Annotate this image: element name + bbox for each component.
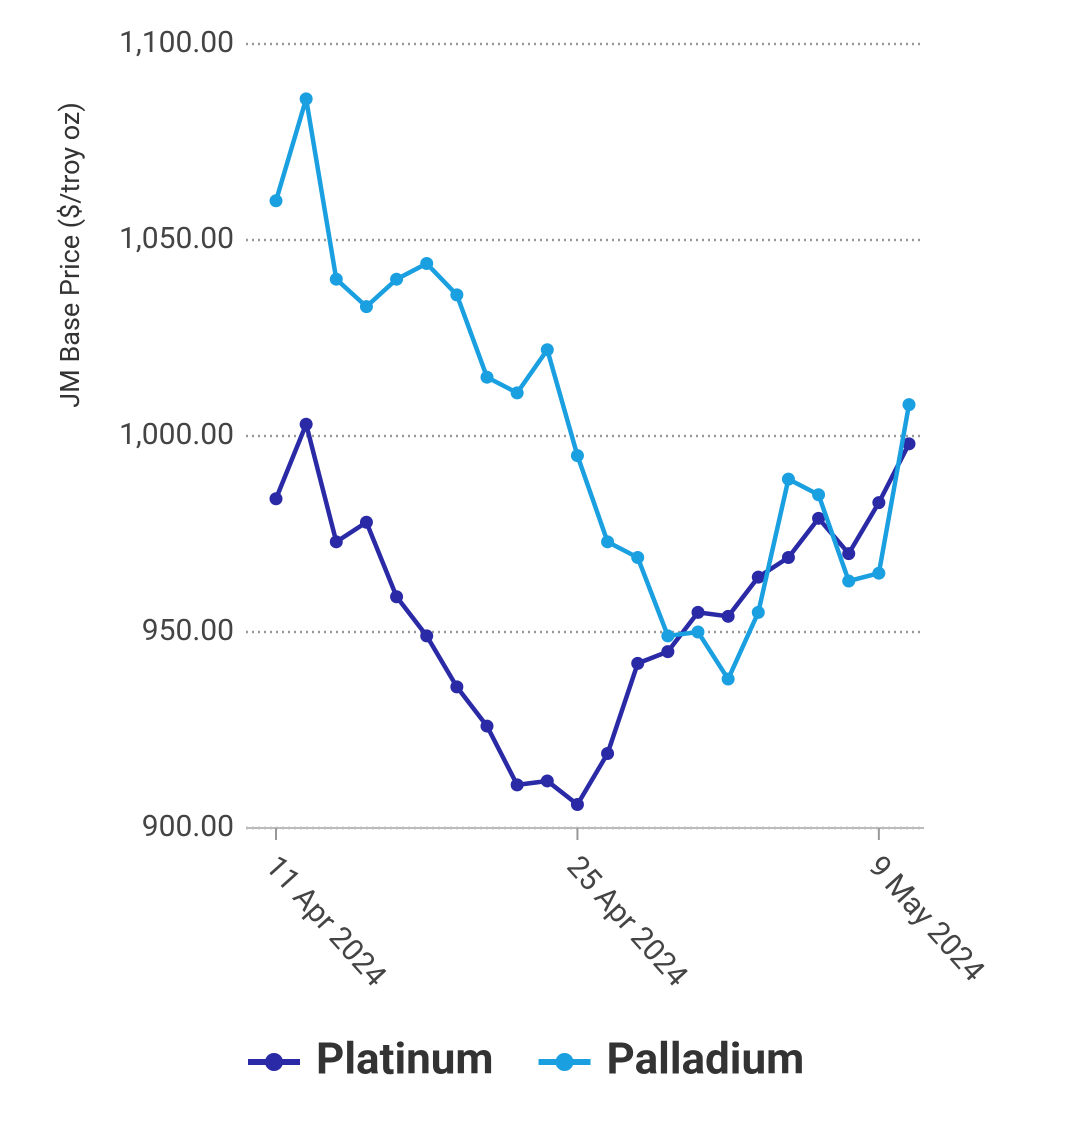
data-point <box>359 300 373 314</box>
data-point <box>781 472 795 486</box>
data-point <box>842 574 856 588</box>
data-point <box>510 386 524 400</box>
data-point <box>510 778 524 792</box>
data-point <box>631 551 645 565</box>
data-point <box>299 92 313 106</box>
data-point <box>721 609 735 623</box>
y-tick-label: 900.00 <box>142 809 234 844</box>
y-axis-title: JM Base Price ($/troy oz) <box>54 102 86 407</box>
data-point <box>691 625 705 639</box>
data-point <box>480 370 494 384</box>
data-point <box>390 272 404 286</box>
data-point <box>329 535 343 549</box>
data-point <box>299 417 313 431</box>
legend-label: Platinum <box>316 1033 494 1085</box>
series-line <box>273 96 912 682</box>
data-point <box>872 496 886 510</box>
data-point <box>570 797 584 811</box>
data-point <box>450 288 464 302</box>
data-point <box>872 566 886 580</box>
data-point <box>751 570 765 584</box>
data-point <box>842 547 856 561</box>
data-point <box>721 672 735 686</box>
y-tick-label: 1,100.00 <box>119 25 234 60</box>
legend-item: Platinum <box>248 1033 494 1085</box>
y-tick-label: 1,000.00 <box>119 417 234 452</box>
y-tick-label: 950.00 <box>142 613 234 648</box>
data-point <box>812 511 826 525</box>
x-tick-label: 25 Apr 2024 <box>560 849 695 993</box>
data-point <box>450 680 464 694</box>
data-point <box>902 398 916 412</box>
data-point <box>570 449 584 463</box>
data-point <box>540 343 554 357</box>
data-point <box>601 747 615 761</box>
x-tick-label: 11 Apr 2024 <box>258 849 393 993</box>
legend-swatch-dot <box>555 1053 574 1071</box>
data-point <box>329 272 343 286</box>
legend-item: Palladium <box>538 1033 805 1085</box>
series-line <box>273 421 912 807</box>
legend-label: Palladium <box>607 1033 805 1085</box>
data-point <box>540 774 554 788</box>
data-point <box>661 645 675 659</box>
data-point <box>812 488 826 502</box>
data-point <box>902 437 916 451</box>
data-point <box>269 194 283 208</box>
y-tick-label: 1,050.00 <box>119 221 234 256</box>
data-point <box>480 719 494 733</box>
data-point <box>420 629 434 643</box>
data-point <box>359 515 373 529</box>
data-point <box>390 590 404 604</box>
data-point <box>781 551 795 565</box>
data-point <box>661 629 675 643</box>
legend-swatch-dot <box>265 1053 283 1071</box>
x-tick-label: 9 May 2024 <box>861 849 991 988</box>
data-point <box>631 656 645 670</box>
data-point <box>751 605 765 619</box>
data-point <box>269 492 283 506</box>
data-point <box>601 535 615 549</box>
data-point <box>420 257 434 271</box>
data-point <box>691 605 705 619</box>
